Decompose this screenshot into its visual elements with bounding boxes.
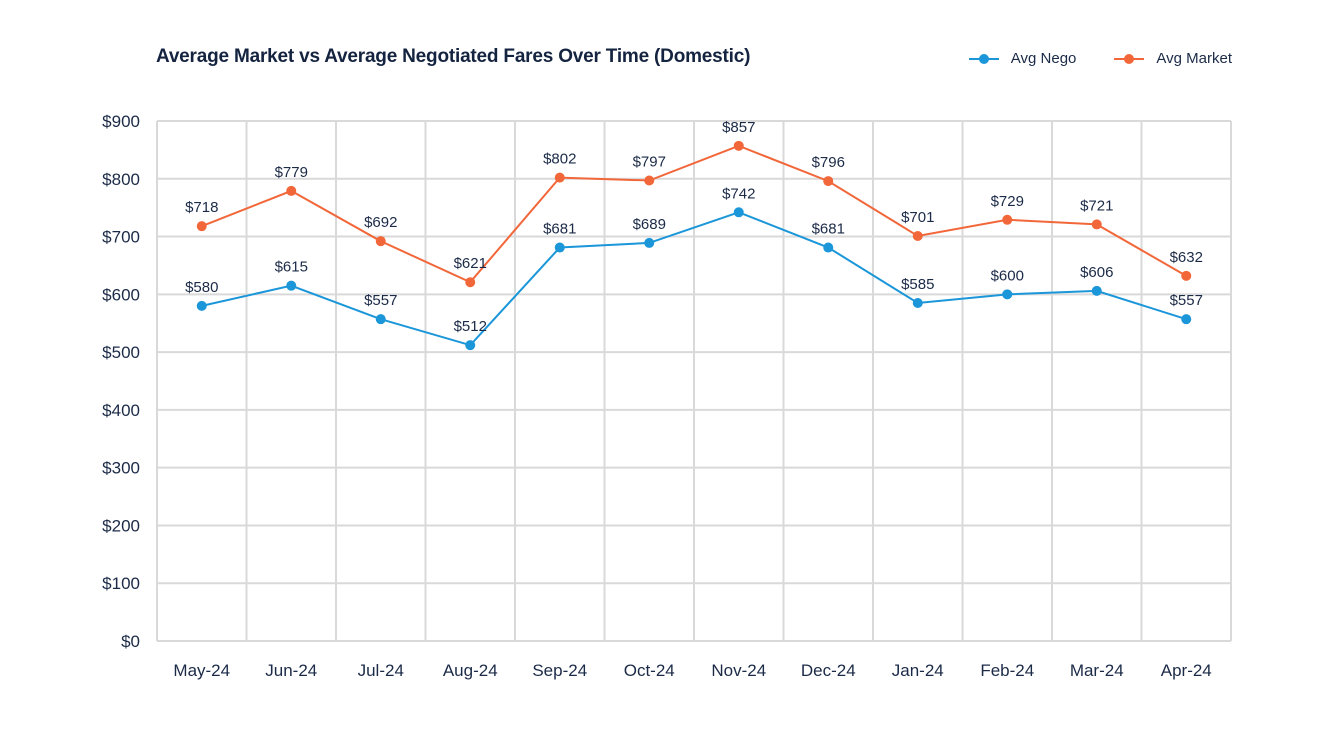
data-label: $729 xyxy=(991,193,1024,210)
y-tick-label: $600 xyxy=(102,285,140,304)
x-tick-label: Jul-24 xyxy=(358,661,404,680)
data-label: $779 xyxy=(275,164,308,181)
legend-marker-icon xyxy=(968,53,999,65)
data-label: $557 xyxy=(1170,292,1203,309)
y-tick-label: $900 xyxy=(102,112,140,131)
x-tick-label: Feb-24 xyxy=(980,661,1034,680)
series-line xyxy=(201,211,1187,347)
legend-item-avg-nego[interactable]: Avg Nego xyxy=(968,50,1077,67)
x-tick-label: May-24 xyxy=(173,661,230,680)
data-point xyxy=(1091,285,1102,296)
x-tick-label: Nov-24 xyxy=(711,661,766,680)
data-label: $621 xyxy=(454,255,487,272)
y-tick-label: $700 xyxy=(102,228,140,247)
data-label: $681 xyxy=(812,221,845,238)
data-point xyxy=(1181,270,1192,281)
data-point xyxy=(823,242,834,253)
data-label: $632 xyxy=(1170,249,1203,266)
data-point xyxy=(823,176,834,187)
data-point xyxy=(196,300,207,311)
data-label: $585 xyxy=(901,276,934,293)
data-point xyxy=(644,237,655,248)
y-tick-label: $100 xyxy=(102,574,140,593)
data-label: $797 xyxy=(633,154,666,171)
data-label: $512 xyxy=(454,318,487,335)
x-tick-label: Mar-24 xyxy=(1070,661,1124,680)
data-point xyxy=(1091,219,1102,230)
data-point xyxy=(1002,214,1013,225)
legend-item-avg-market[interactable]: Avg Market xyxy=(1114,50,1232,67)
y-tick-label: $200 xyxy=(102,516,140,535)
x-tick-label: Jan-24 xyxy=(892,661,944,680)
series-avg-nego: $580 $615 $557 $512 $681 $689 $742 $681 $585 $600… xyxy=(185,185,1203,351)
data-label: $600 xyxy=(991,267,1024,284)
data-label: $580 xyxy=(185,279,218,296)
data-point xyxy=(644,175,655,186)
x-tick-label: Jun-24 xyxy=(265,661,317,680)
x-tick-label: Sep-24 xyxy=(532,661,587,680)
data-label: $718 xyxy=(185,199,218,216)
data-point xyxy=(286,185,297,196)
data-label: $681 xyxy=(543,221,576,238)
data-label: $557 xyxy=(364,292,397,309)
data-point xyxy=(554,172,565,183)
data-point xyxy=(554,242,565,253)
data-label: $742 xyxy=(722,185,755,202)
data-point xyxy=(465,277,476,288)
legend: Avg Nego Avg Market xyxy=(968,50,1232,67)
data-point xyxy=(733,140,744,151)
x-tick-label: Aug-24 xyxy=(443,661,498,680)
data-label: $721 xyxy=(1080,197,1113,214)
chart-title: Average Market vs Average Negotiated Far… xyxy=(156,46,751,67)
data-label: $796 xyxy=(812,154,845,171)
x-axis: May-24 Jun-24 Jul-24 Aug-24 Sep-24 Oct-24 Nov-… xyxy=(173,661,1211,680)
data-label: $689 xyxy=(633,216,666,233)
data-label: $692 xyxy=(364,214,397,231)
data-label: $701 xyxy=(901,209,934,226)
x-tick-label: Dec-24 xyxy=(801,661,856,680)
x-tick-label: Apr-24 xyxy=(1161,661,1212,680)
y-tick-label: $800 xyxy=(102,170,140,189)
data-point xyxy=(375,314,386,325)
x-tick-label: Oct-24 xyxy=(624,661,675,680)
series-avg-market: $718 $779 $692 $621 $802 $797 $857 $796 $701 $729… xyxy=(185,119,1203,288)
legend-label: Avg Nego xyxy=(1010,50,1077,67)
data-label: $857 xyxy=(722,119,755,136)
y-tick-label: $400 xyxy=(102,401,140,420)
legend-marker-icon xyxy=(1114,53,1145,65)
data-point xyxy=(196,221,207,232)
data-point xyxy=(912,298,923,308)
series-layer: $580 $615 $557 $512 $681 $689 $742 $681 $585 $600… xyxy=(185,119,1203,351)
data-label: $606 xyxy=(1080,264,1113,281)
data-point xyxy=(1181,314,1192,325)
data-point xyxy=(286,280,297,291)
data-point xyxy=(465,340,476,351)
data-label: $802 xyxy=(543,151,576,168)
y-axis: $0 $100 $200 $300 $400 $500 $600 $700 $800 $900 xyxy=(102,112,140,651)
data-point xyxy=(733,207,744,218)
data-point xyxy=(1002,289,1013,300)
series-line xyxy=(201,144,1187,284)
data-label: $615 xyxy=(275,259,308,276)
grid xyxy=(156,120,1232,642)
y-tick-label: $300 xyxy=(102,459,140,478)
legend-label: Avg Market xyxy=(1156,50,1232,67)
data-point xyxy=(375,236,386,247)
y-tick-label: $0 xyxy=(121,632,140,651)
y-tick-label: $500 xyxy=(102,343,140,362)
data-point xyxy=(912,230,923,241)
